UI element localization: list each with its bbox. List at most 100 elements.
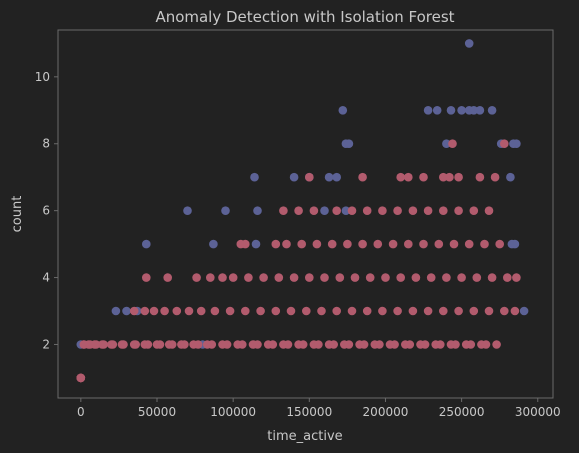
data-point-series-1 [393, 206, 402, 215]
x-tick-label: 50000 [138, 405, 176, 419]
y-axis-ticks: 2 4 6 8 10 [35, 70, 58, 351]
data-point-series-1 [302, 306, 311, 316]
x-tick-label: 150000 [286, 405, 332, 419]
y-tick-label: 6 [42, 204, 50, 218]
data-point-series-1 [279, 206, 288, 215]
data-point-series-1 [484, 306, 494, 316]
data-point-series-0 [487, 106, 497, 115]
data-point-series-1 [76, 373, 86, 383]
data-point-series-1 [143, 340, 153, 349]
data-point-series-1 [439, 306, 448, 316]
data-point-series-1 [344, 340, 354, 349]
data-point-series-1 [457, 273, 466, 282]
data-point-series-1 [464, 239, 474, 249]
data-point-series-1 [378, 206, 387, 215]
data-point-series-1 [362, 306, 372, 316]
data-point-series-1 [327, 239, 337, 249]
data-point-series-1 [193, 340, 203, 349]
data-point-series-1 [225, 306, 235, 316]
data-point-series-1 [309, 206, 319, 215]
data-point-series-1 [487, 273, 497, 282]
data-point-series-1 [271, 306, 281, 316]
data-point-series-1 [268, 340, 278, 349]
data-point-series-1 [442, 273, 451, 282]
data-point-series-1 [282, 239, 291, 249]
data-point-series-1 [439, 206, 448, 215]
data-point-series-1 [297, 239, 307, 249]
data-point-series-1 [85, 340, 95, 349]
data-point-series-1 [129, 306, 139, 316]
data-point-series-1 [405, 340, 415, 349]
x-tick-label: 200000 [363, 405, 409, 419]
data-point-series-1 [79, 340, 89, 349]
y-tick-label: 4 [42, 271, 50, 285]
data-point-series-1 [172, 306, 182, 316]
data-point-series-1 [373, 239, 383, 249]
data-point-series-0 [423, 106, 433, 115]
data-point-series-1 [375, 340, 384, 349]
x-tick-label: 250000 [439, 405, 485, 419]
data-point-series-1 [241, 306, 250, 316]
data-point-series-1 [149, 306, 159, 316]
data-point-series-1 [108, 340, 118, 349]
data-point-series-1 [404, 172, 413, 182]
data-point-series-1 [343, 239, 352, 249]
data-point-series-1 [253, 340, 262, 349]
data-point-series-0 [122, 306, 131, 316]
data-point-series-0 [510, 239, 520, 249]
data-point-series-1 [305, 172, 314, 182]
x-tick-label: 100000 [210, 405, 256, 419]
y-tick-label: 10 [35, 70, 50, 84]
data-point-series-1 [408, 206, 418, 215]
data-point-series-0 [344, 139, 354, 148]
data-point-series-1 [207, 340, 217, 349]
data-point-series-1 [241, 239, 250, 249]
data-point-series-1 [500, 306, 509, 316]
data-point-series-1 [210, 306, 220, 316]
y-tick-label: 2 [42, 337, 50, 351]
data-point-series-1 [271, 239, 281, 249]
data-point-series-1 [451, 340, 460, 349]
data-point-series-1 [362, 206, 372, 215]
data-point-series-1 [419, 239, 428, 249]
data-point-series-0 [289, 172, 299, 182]
data-point-series-1 [484, 206, 494, 215]
data-point-series-0 [111, 306, 121, 316]
data-point-series-1 [419, 172, 428, 182]
data-point-series-1 [404, 239, 413, 249]
data-point-series-1 [218, 273, 227, 282]
data-point-series-1 [448, 139, 457, 148]
data-point-series-0 [457, 106, 466, 115]
x-axis-label: time_active [267, 429, 342, 444]
data-point-series-1 [490, 172, 500, 182]
data-point-series-0 [432, 106, 442, 115]
plot-frame [57, 29, 554, 399]
data-point-series-1 [320, 273, 329, 282]
data-point-series-1 [163, 273, 172, 282]
data-point-series-0 [442, 139, 451, 148]
data-point-series-1 [314, 340, 323, 349]
data-point-series-1 [228, 273, 238, 282]
data-point-series-1 [289, 273, 299, 282]
data-point-series-1 [119, 340, 128, 349]
data-point-series-1 [317, 306, 326, 316]
data-point-series-1 [423, 306, 433, 316]
data-point-series-0 [142, 239, 151, 249]
x-tick-label: 0 [77, 405, 85, 419]
data-point-series-1 [503, 273, 512, 282]
data-point-series-0 [253, 206, 262, 215]
data-point-series-1 [294, 206, 303, 215]
data-point-series-1 [305, 273, 314, 282]
data-point-series-1 [423, 206, 433, 215]
data-point-series-1 [481, 340, 491, 349]
data-point-series-1 [347, 306, 357, 316]
data-point-series-1 [142, 273, 151, 282]
data-point-series-1 [472, 273, 482, 282]
data-point-series-1 [378, 306, 387, 316]
data-point-series-1 [439, 172, 448, 182]
data-point-series-1 [184, 306, 194, 316]
x-axis-ticks: 0 50000 100000 150000 200000 250000 300000 [77, 398, 561, 419]
data-point-series-1 [192, 273, 201, 282]
chart-title: Anomaly Detection with Isolation Forest [155, 8, 454, 26]
